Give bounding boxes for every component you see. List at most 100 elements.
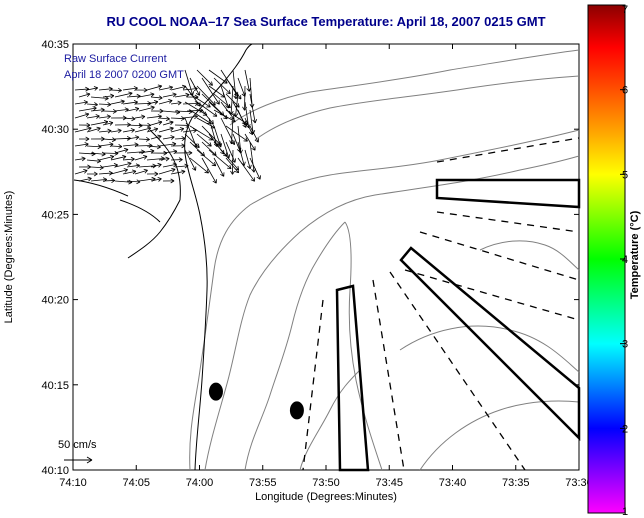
current-vector-head [252,119,256,124]
current-vector-head [156,146,161,150]
current-vector [90,109,105,112]
current-vector-head [237,168,240,173]
current-vector-head [158,135,162,140]
current-vector-head [177,102,182,106]
current-label: Raw Surface Current [64,53,167,65]
x-tick-label: 74:10 [59,477,87,489]
current-vector [74,101,88,105]
y-tick-label: 40:20 [41,295,69,307]
current-vector [114,162,132,168]
current-vector-head [234,171,239,174]
current-vector-head [124,169,128,173]
current-vector-head [179,127,184,130]
current-vector [237,109,247,128]
current-vector [158,143,176,147]
current-vector-head [124,147,129,150]
current-vector-head [165,156,170,159]
current-vector [174,165,189,168]
current-vector [74,143,89,147]
current-vector [237,141,245,166]
current-vector [162,150,177,154]
current-vector [86,159,101,162]
current-vector-head [214,151,217,156]
current-vector-head [111,139,116,143]
current-vector [162,121,174,126]
current-vector [90,178,107,182]
current-vector-head [110,156,115,160]
current-vector [146,157,165,161]
current-vector [134,169,148,175]
current-vector-head [128,91,133,94]
current-vector [114,108,129,112]
x-tick-label: 74:05 [122,477,150,489]
current-vector-head [85,138,90,142]
current-vector-head [153,100,158,103]
current-vector-head [178,159,183,163]
current-vector-head [208,84,213,86]
current-vector-head [91,153,96,157]
current-vector [249,93,256,124]
current-vector-head [157,177,162,180]
current-vector-head [170,127,174,132]
current-vector-head [85,92,91,95]
current-vector [249,125,259,143]
x-tick-label: 73:30 [565,477,593,489]
colorbar: 1 2 3 4 5 6 7 Temperature (°C) [587,4,641,518]
current-vector-head [211,81,213,86]
colorbar-tick-label: 3 [622,339,628,351]
current-vector-head [113,162,118,166]
current-vector-head [185,125,190,128]
current-vector [213,125,222,148]
station-markers [208,382,304,420]
x-axis: 74:10 74:05 74:00 73:55 73:50 73:45 73:40 73:35… [59,44,593,489]
y-axis: 40:35 40:30 40:25 40:20 40:15 40:10 [41,39,579,477]
current-vector-head [131,129,135,133]
current-vector-head [130,128,135,131]
current-vector-head [188,150,193,154]
current-vector-head [242,124,247,128]
current-vector [220,101,235,120]
current-vector-head [193,114,198,117]
x-tick-label: 73:55 [249,477,277,489]
current-vector [102,180,115,182]
current-vector-head [248,132,253,135]
current-vector-head [184,165,189,169]
current-vector-head [87,126,92,129]
current-vector-head [122,154,127,157]
current-vector [184,69,194,96]
current-vector [122,129,135,133]
current-vector-head [109,143,114,147]
current-vector-head [185,92,190,95]
current-vector [98,130,112,133]
current-vector-head [100,136,105,140]
current-vector [122,87,138,91]
current-vector-head [145,139,150,142]
current-vector-head [117,90,122,93]
current-vector [235,93,239,117]
current-vector-head [152,163,157,167]
current-vector-head [169,126,174,129]
current-vector-head [141,114,146,117]
current-vector [138,165,157,168]
current-vector-head [85,143,89,147]
current-vector-head [180,118,185,121]
current-vector-head [104,121,109,125]
current-vector-head [83,169,88,171]
current-vector-head [133,100,138,103]
current-vector [114,180,133,183]
current-vector [150,164,162,168]
current-vector-head [169,120,174,123]
x-axis-label: Longitude (Degrees:Minutes) [255,491,397,503]
current-vector-head [84,101,88,105]
y-tick-label: 40:30 [41,124,69,136]
current-vector-head [165,158,170,162]
current-vector-head [158,178,162,182]
plot-area: Raw Surface Current April 18 2007 0200 G… [58,43,581,472]
current-vector-head [101,154,106,157]
current-vector-head [85,86,90,90]
current-vector-head [144,170,148,174]
current-vector-head [203,151,205,156]
sampling-transects [302,137,581,472]
current-vector [225,157,239,174]
